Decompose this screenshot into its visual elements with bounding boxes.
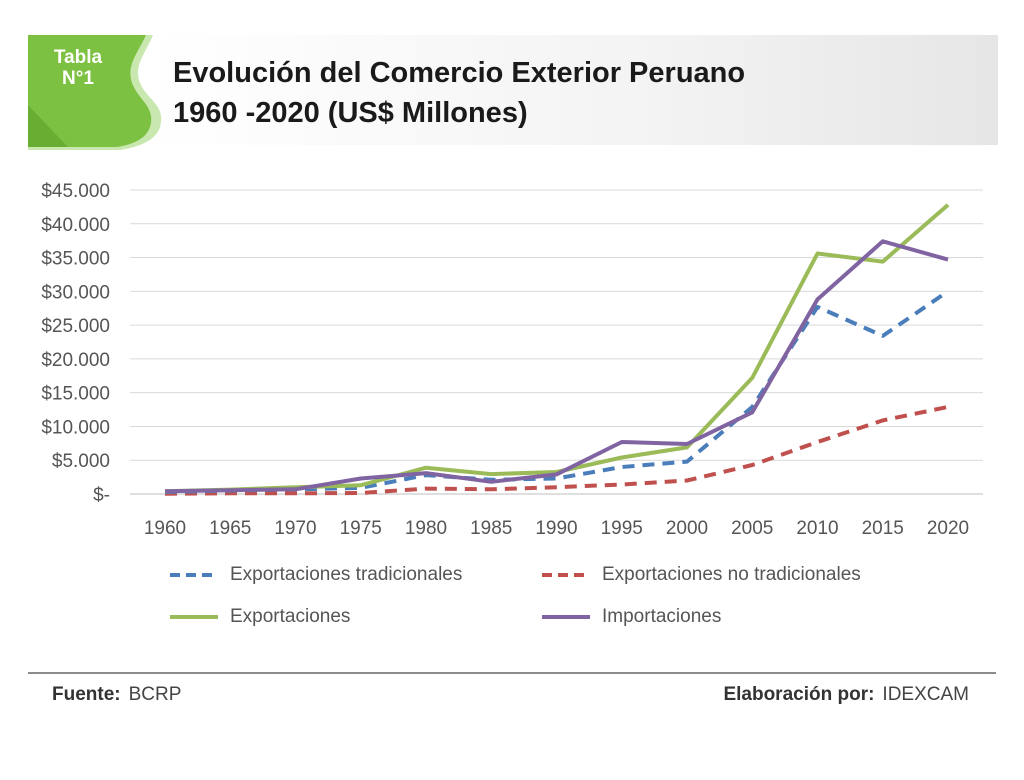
grid-layer <box>130 189 983 495</box>
chart-legend: Exportaciones tradicionales Exportacione… <box>168 560 988 630</box>
legend-item-exportaciones-tradicionales: Exportaciones tradicionales <box>168 564 462 586</box>
x-tick-label: 2020 <box>927 518 969 539</box>
badge-line2: N°1 <box>62 68 94 89</box>
x-tick-label: 2010 <box>796 518 838 539</box>
x-tick-label: 1985 <box>470 518 512 539</box>
page-title: Evolución del Comercio Exterior Peruano … <box>173 53 973 133</box>
badge-shape <box>28 35 162 150</box>
footer-source: Fuente: BCRP <box>52 684 181 706</box>
x-tick-label: 1960 <box>144 518 186 539</box>
series-line-importaciones <box>164 239 949 494</box>
x-tick-label: 1990 <box>535 518 577 539</box>
y-tick-label: $25.000 <box>41 316 110 337</box>
badge-label: Tabla N°1 <box>28 47 128 89</box>
y-tick-label: $5.000 <box>52 451 110 472</box>
title-line1: Evolución del Comercio Exterior Peruano <box>173 57 746 89</box>
y-tick-label: $30.000 <box>41 282 110 303</box>
x-axis-ticks: 1960 1965 1970 1975 1980 1985 1990 1995 2000 2005… <box>144 518 969 539</box>
series-line-exportaciones <box>164 203 950 494</box>
source-label: Fuente: <box>52 684 121 705</box>
table-badge: Tabla N°1 <box>28 35 178 150</box>
legend-swatch-solid-purple <box>542 615 590 619</box>
series-line-exportaciones-no-tradicionales <box>164 404 949 496</box>
legend-item-importaciones: Importaciones <box>540 606 721 628</box>
footer-divider <box>28 672 996 674</box>
series-line-exportaciones-tradicionales <box>164 289 950 494</box>
legend-item-exportaciones-no-tradicionales: Exportaciones no tradicionales <box>540 564 861 586</box>
title-band <box>148 35 998 145</box>
x-tick-label: 1995 <box>601 518 643 539</box>
y-tick-label: $15.000 <box>41 384 110 405</box>
y-tick-label: $35.000 <box>41 249 110 270</box>
source-value: BCRP <box>128 684 182 705</box>
y-tick-label: $10.000 <box>41 417 110 438</box>
x-tick-label: 1970 <box>274 518 316 539</box>
x-tick-label: 2005 <box>731 518 773 539</box>
x-tick-label: 1965 <box>209 518 251 539</box>
series-layer <box>164 203 950 496</box>
y-axis-ticks: $- $5.000 $10.000 $15.000 $20.000 $25.000 $30.… <box>41 181 110 506</box>
y-tick-label: $40.000 <box>41 215 110 236</box>
x-tick-label: 2015 <box>862 518 904 539</box>
legend-label: Exportaciones tradicionales <box>230 564 463 585</box>
footer-author: Elaboración por: IDEXCAM <box>723 684 969 706</box>
y-tick-label: $45.000 <box>41 181 110 202</box>
legend-label: Exportaciones no tradicionales <box>602 564 861 585</box>
y-tick-label: $20.000 <box>41 350 110 371</box>
line-chart: $- $5.000 $10.000 $15.000 $20.000 $25.000 $30.… <box>0 160 1024 660</box>
chart-svg: $- $5.000 $10.000 $15.000 $20.000 $25.000 $30.… <box>41 181 983 539</box>
x-tick-label: 1975 <box>340 518 382 539</box>
badge-line1: Tabla <box>53 47 103 68</box>
legend-item-exportaciones: Exportaciones <box>168 606 350 628</box>
legend-label: Exportaciones <box>230 606 351 627</box>
legend-label: Importaciones <box>602 606 722 627</box>
author-label: Elaboración por: <box>723 684 875 705</box>
title-line2: 1960 -2020 (US$ Millones) <box>173 97 528 129</box>
legend-swatch-solid-green <box>170 615 218 619</box>
x-tick-label: 1980 <box>405 518 447 539</box>
header: Tabla N°1 Evolución del Comercio Exterio… <box>28 35 998 150</box>
x-tick-label: 2000 <box>666 518 708 539</box>
y-tick-label: $- <box>93 485 110 506</box>
author-value: IDEXCAM <box>882 684 969 705</box>
legend-swatch-dashed-red <box>542 573 590 577</box>
legend-swatch-dashed-blue <box>170 573 218 577</box>
